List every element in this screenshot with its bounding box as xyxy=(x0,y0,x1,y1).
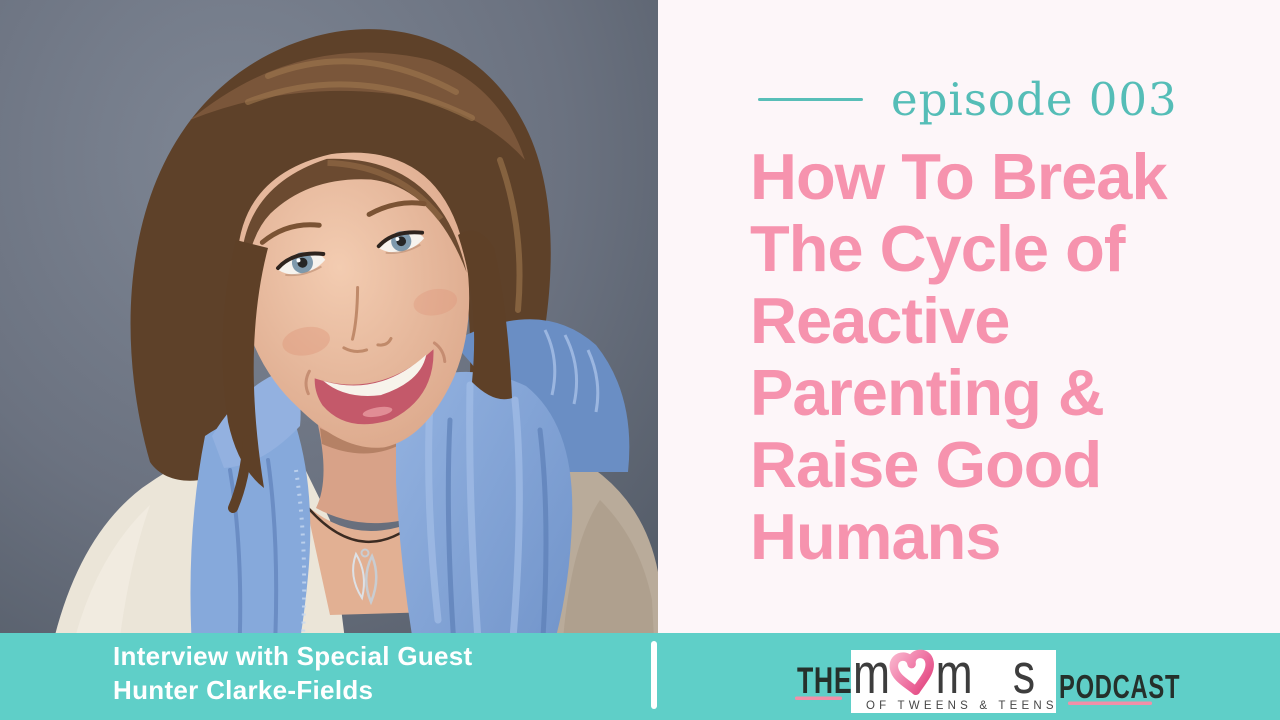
episode-accent-line xyxy=(758,98,863,102)
nose xyxy=(342,286,393,354)
portrait-face xyxy=(237,152,470,448)
heart-icon xyxy=(889,649,934,696)
logo-the-underline xyxy=(795,696,842,700)
eyebrows xyxy=(259,200,427,245)
moms-podcast-logo: THE PODCAST m m s OF TWEENS & TEENS xyxy=(795,642,1180,713)
guest-credit: Interview with Special Guest Hunter Clar… xyxy=(113,639,473,707)
portrait-photo-section xyxy=(0,0,658,720)
bottom-banner: Interview with Special Guest Hunter Clar… xyxy=(0,633,1280,720)
episode-title: How To Break The Cycle of Reactive Paren… xyxy=(750,139,1168,573)
logo-podcast: PODCAST xyxy=(1059,669,1180,706)
banner-divider xyxy=(651,641,657,709)
portrait-hair-front xyxy=(222,58,523,513)
episode-row: episode 003 xyxy=(758,74,1280,126)
episode-number: episode 003 xyxy=(891,73,1178,126)
guest-line-2: Hunter Clarke-Fields xyxy=(113,675,374,705)
logo-brand-s: s xyxy=(1013,642,1035,706)
guest-line-1: Interview with Special Guest xyxy=(113,641,473,671)
logo-brand-m2: m xyxy=(936,642,973,706)
eyes xyxy=(276,230,425,277)
logo-the: THE xyxy=(797,660,852,701)
portrait-illustration xyxy=(0,0,658,720)
logo-white-box xyxy=(851,650,1056,713)
episode-panel: episode 003 How To Break The Cycle of Re… xyxy=(658,0,1280,633)
logo-brand-m1: m xyxy=(853,642,890,706)
logo-tagline: OF TWEENS & TEENS xyxy=(866,700,1058,712)
smile xyxy=(304,341,447,425)
logo-podcast-underline xyxy=(1068,701,1152,705)
